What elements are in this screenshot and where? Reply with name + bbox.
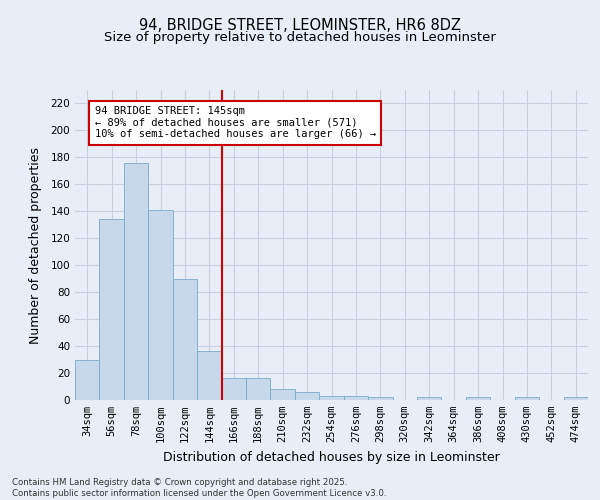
Text: Contains HM Land Registry data © Crown copyright and database right 2025.
Contai: Contains HM Land Registry data © Crown c… (12, 478, 386, 498)
X-axis label: Distribution of detached houses by size in Leominster: Distribution of detached houses by size … (163, 450, 500, 464)
Bar (271, 389, 295, 400)
Bar (148, 210, 173, 400)
Bar (344, 396, 368, 400)
Bar (75, 360, 100, 400)
Bar (173, 278, 197, 400)
Text: Size of property relative to detached houses in Leominster: Size of property relative to detached ho… (104, 31, 496, 44)
Bar (124, 163, 148, 400)
Bar (100, 220, 124, 400)
Bar (515, 398, 539, 400)
Bar (417, 398, 442, 400)
Text: 94, BRIDGE STREET, LEOMINSTER, HR6 8DZ: 94, BRIDGE STREET, LEOMINSTER, HR6 8DZ (139, 18, 461, 32)
Bar (246, 378, 271, 400)
Bar (319, 396, 344, 400)
Bar (197, 352, 221, 400)
Text: 94 BRIDGE STREET: 145sqm
← 89% of detached houses are smaller (571)
10% of semi-: 94 BRIDGE STREET: 145sqm ← 89% of detach… (95, 106, 376, 140)
Bar (368, 398, 392, 400)
Bar (295, 392, 319, 400)
Bar (221, 378, 246, 400)
Y-axis label: Number of detached properties: Number of detached properties (29, 146, 42, 344)
Bar (563, 398, 588, 400)
Bar (466, 398, 490, 400)
